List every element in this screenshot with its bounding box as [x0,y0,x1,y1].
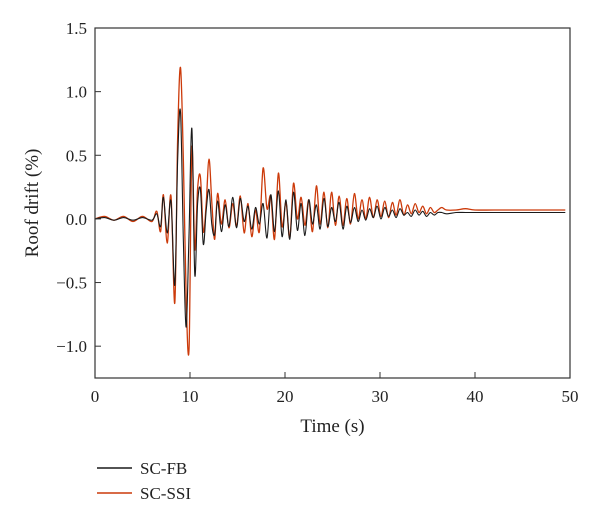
plot-frame [94,27,571,379]
series-layer [94,66,566,356]
legend-label-sc-ssi: SC-SSI [140,484,191,503]
tick-layer: 0 10 20 30 40 50 1.5 1.0 0.5 0.0 −0.5 −1.0 [56,19,578,406]
y-axis-title: Roof drift (%) [22,149,43,258]
x-axis-title: Time (s) [300,416,364,437]
y-tick-label: 1.0 [66,83,87,102]
y-tick-label: 0.5 [66,146,87,165]
y-tick-label: 0.0 [66,210,87,229]
y-tick-label: 1.5 [66,19,87,38]
x-tick-label: 0 [91,387,100,406]
x-tick-label: 30 [372,387,389,406]
series-line-sc-fb [94,108,566,328]
x-tick-label: 50 [562,387,579,406]
legend-label-sc-fb: SC-FB [140,459,187,478]
x-tick-label: 20 [277,387,294,406]
x-tick-label: 40 [467,387,484,406]
y-tick-label: −1.0 [56,337,87,356]
x-tick-label: 10 [182,387,199,406]
legend: SC-FB SC-SSI [97,459,191,503]
y-tick-label: −0.5 [56,274,87,293]
